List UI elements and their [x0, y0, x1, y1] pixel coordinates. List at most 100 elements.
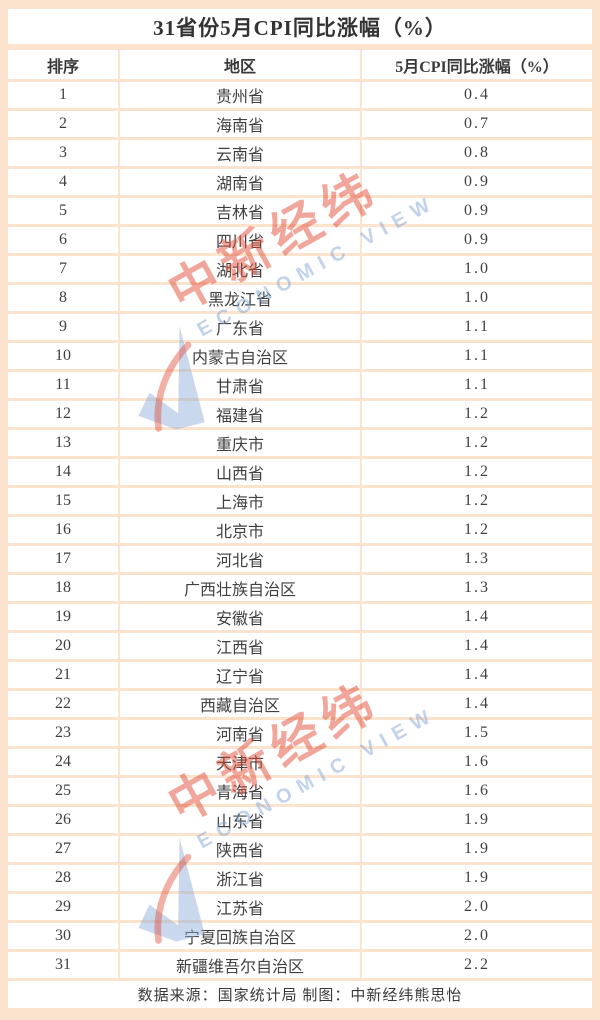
header-region: 地区 [120, 50, 360, 79]
cell-region: 山东省 [120, 807, 360, 833]
table-row: 31 新疆维吾尔自治区 2.2 [8, 952, 592, 978]
cell-region: 山西省 [120, 459, 360, 485]
cell-value: 1.9 [362, 865, 592, 891]
page-title: 31省份5月CPI同比涨幅（%） [8, 9, 592, 44]
cell-region: 西藏自治区 [120, 691, 360, 717]
table-body: 1 贵州省 0.4 2 海南省 0.7 3 云南省 0.8 4 湖南省 0.9 5 吉林省 0.9 6 四川省 0… [8, 82, 592, 981]
cell-value: 2.2 [362, 952, 592, 978]
table-row: 6 四川省 0.9 [8, 227, 592, 253]
cell-rank: 27 [8, 836, 118, 862]
table-row: 7 湖北省 1.0 [8, 256, 592, 282]
cell-rank: 7 [8, 256, 118, 282]
cell-value: 1.4 [362, 662, 592, 688]
cell-value: 1.4 [362, 633, 592, 659]
cell-rank: 8 [8, 285, 118, 311]
table-header-row: 排序 地区 5月CPI同比涨幅（%） [8, 50, 592, 79]
cell-value: 0.4 [362, 82, 592, 108]
cell-region: 河南省 [120, 720, 360, 746]
table-row: 20 江西省 1.4 [8, 633, 592, 659]
cell-region: 江苏省 [120, 894, 360, 920]
cell-region: 内蒙古自治区 [120, 343, 360, 369]
cell-rank: 12 [8, 401, 118, 427]
cell-region: 广东省 [120, 314, 360, 340]
cell-value: 1.1 [362, 343, 592, 369]
source-note: 数据来源：国家统计局 制图：中新经纬熊思怡 [8, 981, 592, 1008]
table-row: 21 辽宁省 1.4 [8, 662, 592, 688]
cell-value: 1.9 [362, 836, 592, 862]
table-row: 4 湖南省 0.9 [8, 169, 592, 195]
cell-value: 1.3 [362, 575, 592, 601]
cell-rank: 25 [8, 778, 118, 804]
cell-region: 吉林省 [120, 198, 360, 224]
cell-rank: 5 [8, 198, 118, 224]
cell-value: 2.0 [362, 923, 592, 949]
cell-value: 1.1 [362, 372, 592, 398]
cell-rank: 23 [8, 720, 118, 746]
table-row: 23 河南省 1.5 [8, 720, 592, 746]
cell-region: 湖南省 [120, 169, 360, 195]
cell-value: 2.0 [362, 894, 592, 920]
cell-region: 重庆市 [120, 430, 360, 456]
cell-rank: 29 [8, 894, 118, 920]
cell-value: 1.0 [362, 285, 592, 311]
cell-region: 黑龙江省 [120, 285, 360, 311]
header-rank: 排序 [8, 50, 118, 79]
cell-rank: 21 [8, 662, 118, 688]
cell-value: 1.9 [362, 807, 592, 833]
cell-rank: 3 [8, 140, 118, 166]
table-row: 2 海南省 0.7 [8, 111, 592, 137]
table-row: 30 宁夏回族自治区 2.0 [8, 923, 592, 949]
cell-value: 1.4 [362, 691, 592, 717]
cell-region: 云南省 [120, 140, 360, 166]
cell-region: 贵州省 [120, 82, 360, 108]
cell-region: 北京市 [120, 517, 360, 543]
cell-rank: 20 [8, 633, 118, 659]
cell-region: 广西壮族自治区 [120, 575, 360, 601]
cell-region: 海南省 [120, 111, 360, 137]
table-row: 15 上海市 1.2 [8, 488, 592, 514]
table-row: 25 青海省 1.6 [8, 778, 592, 804]
cell-value: 1.1 [362, 314, 592, 340]
cell-region: 陕西省 [120, 836, 360, 862]
cell-value: 0.9 [362, 169, 592, 195]
table-row: 14 山西省 1.2 [8, 459, 592, 485]
cell-rank: 1 [8, 82, 118, 108]
cell-value: 1.2 [362, 488, 592, 514]
cell-region: 宁夏回族自治区 [120, 923, 360, 949]
cell-rank: 15 [8, 488, 118, 514]
table-row: 11 甘肃省 1.1 [8, 372, 592, 398]
cell-rank: 16 [8, 517, 118, 543]
table-row: 5 吉林省 0.9 [8, 198, 592, 224]
table-row: 22 西藏自治区 1.4 [8, 691, 592, 717]
cell-value: 1.4 [362, 604, 592, 630]
table-row: 18 广西壮族自治区 1.3 [8, 575, 592, 601]
table-row: 9 广东省 1.1 [8, 314, 592, 340]
cell-value: 1.2 [362, 401, 592, 427]
cell-rank: 11 [8, 372, 118, 398]
cell-value: 1.5 [362, 720, 592, 746]
cell-rank: 10 [8, 343, 118, 369]
cell-rank: 30 [8, 923, 118, 949]
cell-region: 河北省 [120, 546, 360, 572]
table-row: 3 云南省 0.8 [8, 140, 592, 166]
cell-value: 0.9 [362, 198, 592, 224]
cell-rank: 4 [8, 169, 118, 195]
cell-rank: 22 [8, 691, 118, 717]
cell-rank: 28 [8, 865, 118, 891]
cell-rank: 18 [8, 575, 118, 601]
cell-value: 0.7 [362, 111, 592, 137]
cell-region: 新疆维吾尔自治区 [120, 952, 360, 978]
cell-value: 1.2 [362, 459, 592, 485]
cell-rank: 9 [8, 314, 118, 340]
table-row: 8 黑龙江省 1.0 [8, 285, 592, 311]
table-row: 27 陕西省 1.9 [8, 836, 592, 862]
cell-rank: 17 [8, 546, 118, 572]
cell-region: 天津市 [120, 749, 360, 775]
cell-rank: 13 [8, 430, 118, 456]
cell-region: 福建省 [120, 401, 360, 427]
cell-region: 甘肃省 [120, 372, 360, 398]
cell-rank: 24 [8, 749, 118, 775]
cell-region: 青海省 [120, 778, 360, 804]
cell-region: 江西省 [120, 633, 360, 659]
